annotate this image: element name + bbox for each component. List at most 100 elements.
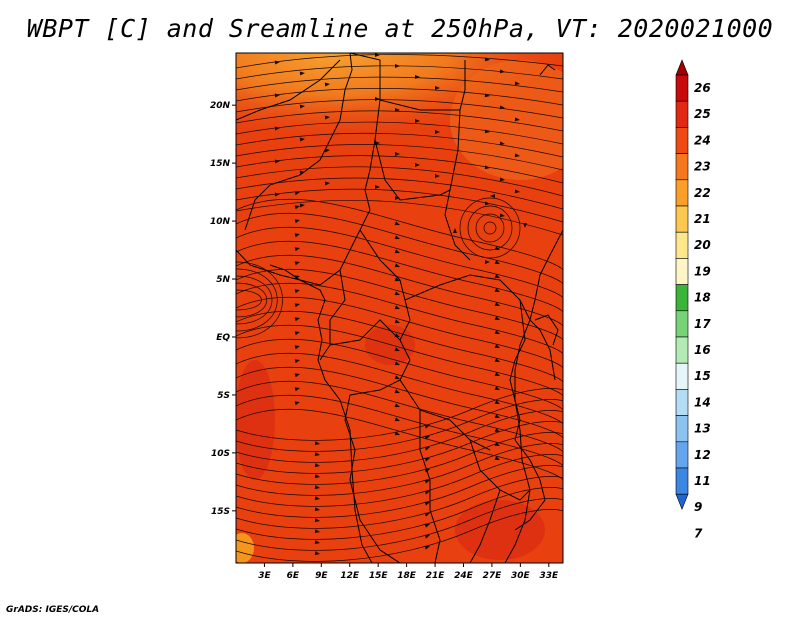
streamline-arrow bbox=[274, 60, 280, 65]
streamline-arrow bbox=[314, 529, 320, 534]
streamline bbox=[236, 198, 563, 271]
streamlines bbox=[236, 54, 563, 562]
streamline-arrow bbox=[294, 317, 300, 322]
streamline-arrow bbox=[484, 129, 490, 134]
streamline-arrow bbox=[314, 452, 320, 457]
colorbar-label: 24 bbox=[694, 133, 711, 147]
lat-tick-label: 15S bbox=[211, 507, 230, 517]
streamline-arrow bbox=[294, 359, 300, 364]
map-title: WBPT [C] and Sreamline at 250hPa, VT: 20… bbox=[26, 14, 774, 43]
streamline-arrow bbox=[299, 203, 305, 208]
streamline-arrow bbox=[394, 361, 400, 366]
wbpt-cool-sw bbox=[236, 533, 254, 563]
colorbar-label: 14 bbox=[694, 395, 711, 409]
streamline-arrow bbox=[415, 119, 420, 123]
streamline-arrow bbox=[294, 289, 300, 294]
streamline-arrow bbox=[394, 263, 400, 268]
streamline-arrow bbox=[424, 545, 430, 550]
streamline bbox=[467, 205, 513, 251]
streamline bbox=[236, 476, 563, 529]
streamline-arrow bbox=[299, 137, 305, 142]
streamline bbox=[236, 268, 278, 332]
streamline-arrow bbox=[274, 93, 280, 98]
streamline-arrow bbox=[435, 86, 440, 90]
streamline-arrow bbox=[395, 108, 400, 112]
streamline bbox=[236, 432, 563, 485]
lat-tick-label: EQ bbox=[216, 333, 230, 343]
lat-tick-label: 15N bbox=[210, 159, 231, 169]
streamline-arrow bbox=[514, 117, 520, 122]
streamline bbox=[236, 110, 563, 132]
streamline bbox=[236, 65, 563, 80]
streamline-arrow bbox=[494, 330, 500, 334]
streamline-arrow bbox=[395, 196, 400, 200]
streamline-arrow bbox=[314, 518, 320, 523]
streamline-arrow bbox=[294, 247, 300, 252]
streamline-arrow bbox=[314, 485, 320, 490]
streamline bbox=[236, 199, 563, 236]
streamline bbox=[236, 408, 563, 481]
streamline-arrow bbox=[294, 261, 300, 266]
streamline bbox=[236, 380, 563, 453]
streamline-arrow bbox=[274, 192, 280, 197]
streamline bbox=[236, 254, 563, 327]
streamline-arrow bbox=[294, 387, 300, 392]
streamline-arrow bbox=[394, 431, 400, 436]
streamline-arrow bbox=[294, 331, 300, 336]
streamline-arrow bbox=[394, 235, 400, 240]
streamline-arrow bbox=[484, 201, 490, 206]
streamline bbox=[236, 275, 273, 325]
streamline-arrow bbox=[494, 288, 500, 292]
streamline-arrow bbox=[424, 523, 430, 528]
streamline bbox=[236, 240, 563, 313]
streamline-arrow bbox=[394, 417, 400, 422]
streamline-arrow bbox=[294, 233, 300, 238]
streamline-arrow bbox=[375, 53, 380, 57]
streamline-arrow bbox=[494, 386, 500, 390]
colorbar-label: 25 bbox=[694, 107, 711, 121]
colorbar-box bbox=[675, 127, 689, 154]
streamline bbox=[236, 76, 563, 93]
colorbar-box bbox=[675, 179, 689, 207]
streamline-arrow bbox=[314, 540, 320, 545]
streamline-arrow bbox=[395, 152, 400, 156]
colorbar-box bbox=[675, 284, 689, 312]
streamline bbox=[236, 465, 563, 518]
streamline-arrow bbox=[324, 115, 330, 120]
colorbar-box bbox=[675, 258, 689, 285]
wbpt-hot-spot-west bbox=[236, 360, 275, 480]
streamline-arrow bbox=[424, 534, 430, 539]
streamline bbox=[236, 132, 563, 158]
streamline-arrow bbox=[274, 126, 280, 131]
streamline-arrow bbox=[294, 219, 300, 224]
streamline-arrow bbox=[424, 479, 430, 484]
colorbar-label: 9 bbox=[694, 500, 702, 514]
streamline-arrow bbox=[494, 358, 500, 362]
colorbar-box bbox=[675, 153, 689, 181]
colorbar-box bbox=[675, 74, 689, 102]
streamline bbox=[236, 509, 563, 562]
streamline-arrow bbox=[394, 319, 400, 324]
streamline-arrow bbox=[294, 373, 300, 378]
streamline-arrow bbox=[499, 177, 505, 182]
colorbar-label: 13 bbox=[694, 422, 711, 436]
streamline bbox=[236, 352, 563, 425]
colorbar-label: 22 bbox=[694, 186, 711, 200]
streamline-arrow bbox=[394, 347, 400, 352]
streamline-arrow bbox=[494, 344, 500, 348]
streamline-arrow bbox=[324, 181, 330, 186]
streamline-arrow bbox=[494, 442, 500, 446]
streamline-arrow bbox=[394, 249, 400, 254]
streamline-arrow bbox=[435, 174, 440, 178]
streamline-arrow bbox=[499, 105, 505, 110]
streamline-arrow bbox=[394, 221, 400, 226]
streamline-arrow bbox=[394, 291, 400, 296]
streamline-arrow bbox=[494, 400, 500, 404]
streamline-arrow bbox=[415, 75, 420, 79]
streamline bbox=[236, 144, 563, 171]
streamline-arrow bbox=[274, 159, 280, 164]
colorbar-box bbox=[675, 310, 689, 338]
colorbar-box bbox=[675, 415, 689, 443]
longitude-axis: 3E 6E 9E 12E 15E 18E 21E 24E 27E 30E 33E bbox=[258, 563, 559, 581]
lon-tick-label: 24E bbox=[454, 571, 474, 581]
